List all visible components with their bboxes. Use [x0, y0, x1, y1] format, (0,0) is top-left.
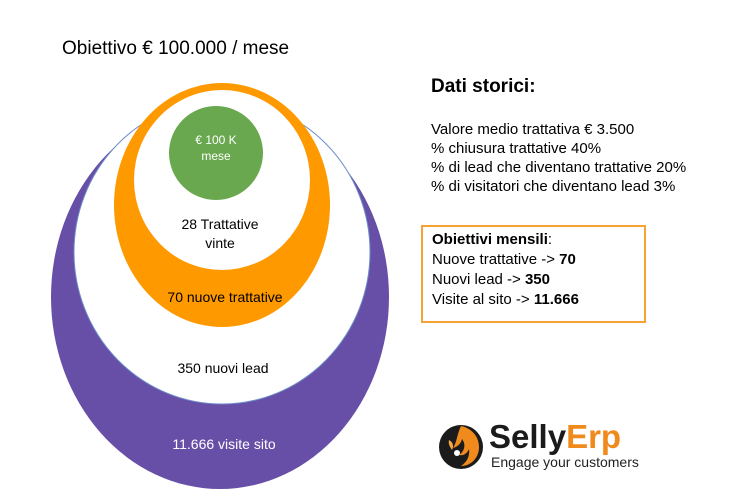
logo-tagline: Engage your customers: [491, 454, 639, 470]
site-visits-label: 11.666 visite sito: [172, 436, 275, 452]
goal-item-leads: Nuovi lead -> 350: [432, 270, 644, 290]
target-circle: [169, 106, 263, 200]
goal-label: Visite al sito ->: [432, 291, 534, 308]
goal-item-deals: Nuove trattative -> 70: [432, 250, 644, 270]
historical-data-heading: Dati storici:: [431, 76, 536, 97]
goal-value: 11.666: [533, 291, 579, 308]
page-title: Obiettivo € 100.000 / mese: [62, 38, 290, 59]
historical-line: % di lead che diventano trattative 20%: [431, 159, 687, 176]
logo-word-selly: Selly: [489, 418, 567, 455]
monthly-goals-heading-colon: :: [547, 231, 553, 248]
goal-label: Nuove trattative ->: [432, 251, 560, 268]
monthly-goals-heading: Obiettivi mensili:: [432, 230, 644, 250]
goal-value: 350: [524, 271, 550, 288]
logo-word-erp: Erp: [566, 418, 622, 455]
historical-line: Valore medio trattativa € 3.500: [431, 121, 635, 138]
new-leads-label: 350 nuovi lead: [177, 360, 268, 376]
target-label-line1: € 100 K: [195, 133, 236, 147]
goal-value: 70: [559, 251, 576, 268]
historical-line: % di visitatori che diventano lead 3%: [431, 178, 676, 195]
won-deals-label-line1: 28 Trattative: [181, 216, 258, 232]
target-label-line2: mese: [201, 149, 231, 163]
goal-item-visits: Visite al sito -> 11.666: [432, 290, 644, 310]
new-deals-label: 70 nuove trattative: [167, 289, 282, 305]
logo-wordmark: SellyErp: [489, 418, 621, 456]
won-deals-label-line2: vinte: [205, 235, 235, 251]
historical-line: % chiusura trattative 40%: [431, 140, 602, 157]
monthly-goals-heading-text: Obiettivi mensili: [432, 231, 548, 248]
historical-data-section: Dati storici: Valore medio trattativa € …: [431, 76, 686, 196]
goal-label: Nuovi lead ->: [432, 271, 525, 288]
flame-bird-icon: [439, 425, 483, 469]
sellyerp-logo: SellyErp Engage your customers: [437, 418, 667, 474]
monthly-goals-box: Obiettivi mensili: Nuove trattative -> 7…: [421, 225, 646, 323]
